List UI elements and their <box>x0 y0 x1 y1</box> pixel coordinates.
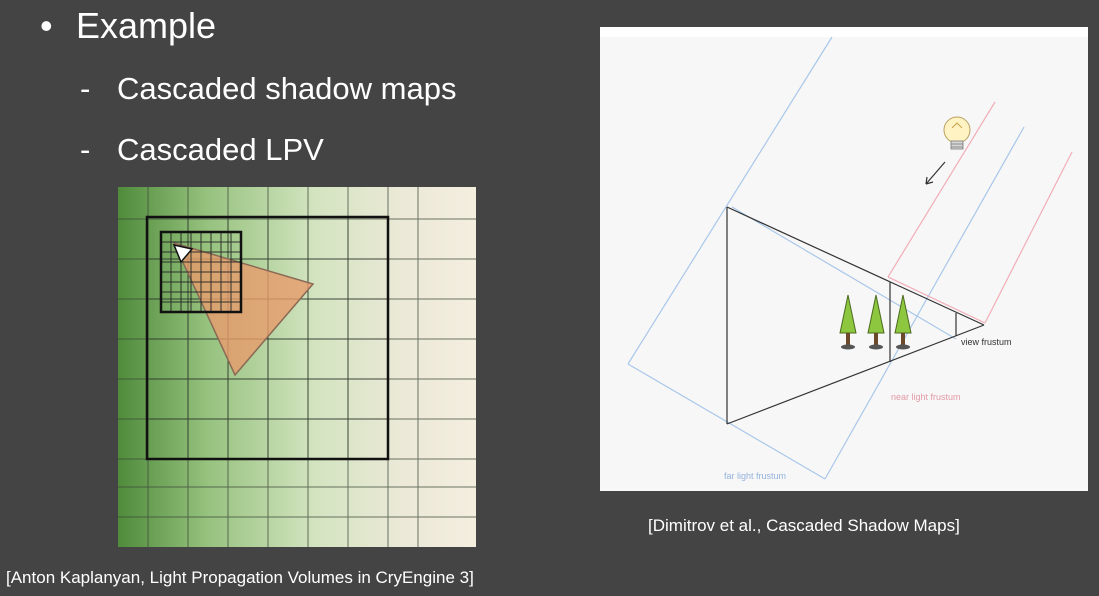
diagram-frame <box>600 37 1088 491</box>
sub-item-cascaded-shadow-maps: - Cascaded shadow maps <box>80 70 456 108</box>
tree-1 <box>839 294 857 350</box>
bullet-symbol: • <box>40 5 53 46</box>
right-figure-caption: [Dimitrov et al., Cascaded Shadow Maps] <box>648 516 960 535</box>
middle-cascade-box <box>145 215 390 461</box>
lpv-cascade-figure <box>118 187 476 547</box>
bullet-text: Example <box>76 5 217 46</box>
light-bulb-icon <box>943 116 971 150</box>
view-frustum-triangle <box>172 241 315 377</box>
view-frustum <box>726 206 985 425</box>
bullet-example: • Example <box>40 4 216 48</box>
near-light-frustum <box>887 101 1073 324</box>
csm-diagram: view frustum near light frustum far ligh… <box>600 27 1088 491</box>
sub-item-text: Cascaded shadow maps <box>117 71 457 106</box>
dash-symbol: - <box>80 71 91 106</box>
light-direction-arrow <box>925 161 946 185</box>
tree-3 <box>894 294 912 350</box>
label-far-light-frustum: far light frustum <box>724 471 786 481</box>
lpv-background <box>118 187 476 547</box>
dash-symbol: - <box>80 132 91 167</box>
camera-marker <box>172 243 194 264</box>
sub-item-text: Cascaded LPV <box>117 132 324 167</box>
inner-cascade-box <box>159 230 243 314</box>
label-view-frustum: view frustum <box>961 337 1012 347</box>
middle-grid <box>147 217 388 459</box>
tree-2 <box>867 294 885 350</box>
label-near-light-frustum: near light frustum <box>891 392 961 402</box>
sub-item-cascaded-lpv: - Cascaded LPV <box>80 131 324 169</box>
far-frustum-top-edge <box>731 206 957 340</box>
inner-fine-grid <box>161 232 241 312</box>
left-figure-caption: [Anton Kaplanyan, Light Propagation Volu… <box>6 568 474 587</box>
